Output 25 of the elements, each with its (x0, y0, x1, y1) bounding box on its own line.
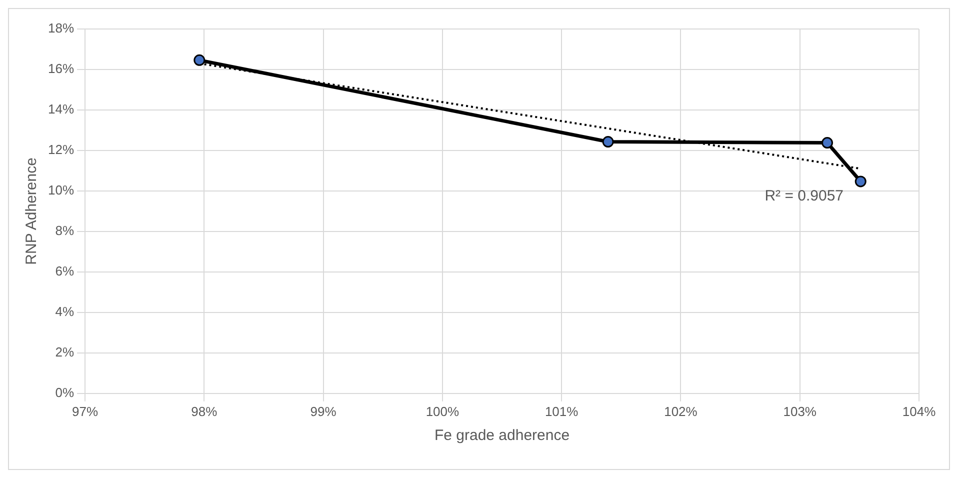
y-tick-label: 0% (55, 384, 74, 400)
y-tick-label: 18% (48, 20, 74, 36)
x-tick-label: 102% (664, 404, 698, 419)
y-tick-label: 8% (55, 223, 74, 238)
point (822, 137, 834, 149)
y-tick-label: 6% (55, 264, 74, 279)
y-tick-label: 10% (48, 182, 74, 198)
x-tick-label: 101% (544, 404, 579, 419)
y-tick-label: 2% (55, 344, 74, 360)
x-tick-label: 99% (310, 404, 337, 419)
y-tick-label: 16% (48, 61, 74, 76)
y-tick-label: 14% (48, 102, 74, 117)
annotation: R² = 0.9057 (764, 187, 844, 204)
y-tick-label: 12% (48, 142, 74, 158)
x-tick-label: 104% (902, 404, 936, 419)
y-axis-title: RNP Adherence (23, 158, 40, 265)
point (854, 176, 866, 188)
point (194, 54, 206, 66)
x-tick-label: 103% (783, 404, 817, 419)
x-tick-label: 98% (191, 404, 218, 419)
y-tick-label: 4% (55, 304, 74, 319)
x-tick-label: 97% (72, 404, 98, 419)
point (602, 136, 614, 148)
x-axis-title: Fe grade adherence (434, 427, 570, 444)
x-tick-label: 100% (426, 404, 460, 419)
